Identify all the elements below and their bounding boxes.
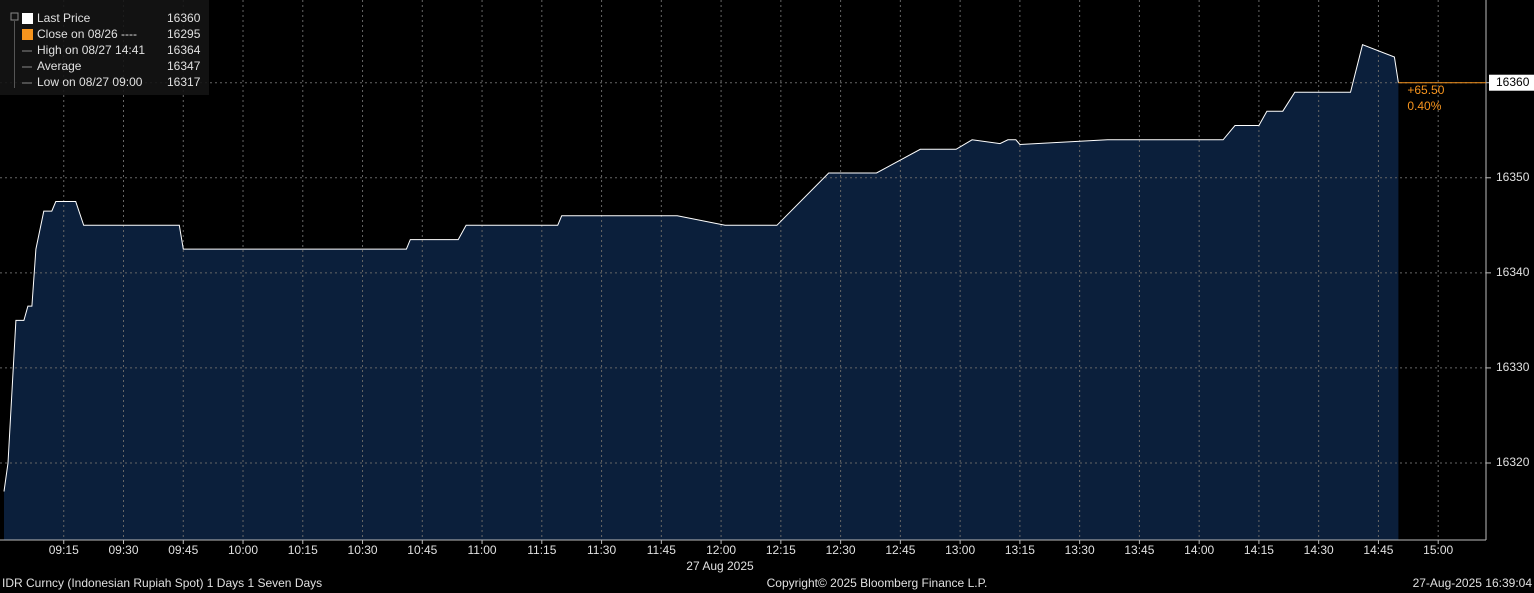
x-tick-label: 10:15 [288, 543, 318, 557]
x-tick-label: 14:45 [1363, 543, 1393, 557]
legend-label: High on 08/27 14:41 [37, 43, 145, 57]
x-tick-label: 13:00 [945, 543, 975, 557]
y-tick-label-box [1489, 74, 1534, 91]
x-tick-label: 10:30 [348, 543, 378, 557]
legend-label: Close on 08/26 ---- [37, 27, 137, 41]
legend-swatch [22, 13, 33, 24]
legend-box [0, 0, 209, 95]
footer-right: 27-Aug-2025 16:39:04 [1413, 576, 1533, 590]
change-annotation: +65.50 [1407, 83, 1444, 97]
legend-toggle [10, 12, 19, 21]
y-tick-label: 16340 [1496, 265, 1530, 279]
x-tick-label: 10:45 [407, 543, 437, 557]
y-tick-label: 16350 [1496, 170, 1530, 184]
plot [0, 0, 1486, 540]
x-tick-label: 14:15 [1244, 543, 1274, 557]
area [4, 44, 1399, 540]
legend-swatch [22, 29, 33, 40]
x-tick-label: 13:30 [1065, 543, 1095, 557]
x-tick-label: 12:00 [706, 543, 736, 557]
x-tick-label: 13:15 [1005, 543, 1035, 557]
x-tick-label: 09:45 [168, 543, 198, 557]
y-tick-label: 16320 [1496, 455, 1530, 469]
legend-label: Low on 08/27 09:00 [37, 75, 143, 89]
x-tick-label: 12:15 [766, 543, 796, 557]
x-tick-label: 14:30 [1304, 543, 1334, 557]
x-tick-label: 12:45 [885, 543, 915, 557]
x-tick-label: 15:00 [1423, 543, 1453, 557]
date-label: 27 Aug 2025 [686, 559, 754, 573]
legend-value: 16347 [167, 59, 201, 73]
legend-value: 16360 [167, 11, 201, 25]
footer-left: IDR Curncy (Indonesian Rupiah Spot) 1 Da… [2, 576, 322, 590]
legend-value: 16364 [167, 43, 201, 57]
legend-value: 16317 [167, 75, 201, 89]
x-tick-label: 09:15 [49, 543, 79, 557]
x-tick-label: 11:15 [527, 543, 556, 557]
x-tick-label: 11:00 [467, 543, 496, 557]
x-tick-label: 14:00 [1184, 543, 1214, 557]
footer-center: Copyright© 2025 Bloomberg Finance L.P. [767, 576, 988, 590]
x-tick-label: 12:30 [826, 543, 856, 557]
legend-label: Average [37, 59, 82, 73]
x-tick-label: 10:00 [228, 543, 258, 557]
legend-value: 16295 [167, 27, 201, 41]
x-tick-label: 11:30 [587, 543, 616, 557]
x-tick-label: 13:45 [1124, 543, 1154, 557]
x-tick-label: 11:45 [647, 543, 676, 557]
change-annotation: 0.40% [1407, 99, 1441, 113]
x-tick-label: 09:30 [108, 543, 138, 557]
legend: Last Price 16360 Close on 08/26 ---- 16295 H… [0, 0, 209, 95]
y-tick-label: 16330 [1496, 360, 1530, 374]
legend-label: Last Price [37, 11, 91, 25]
price-line [3, 44, 1399, 492]
y-tick-label: 16360 [1496, 75, 1530, 89]
